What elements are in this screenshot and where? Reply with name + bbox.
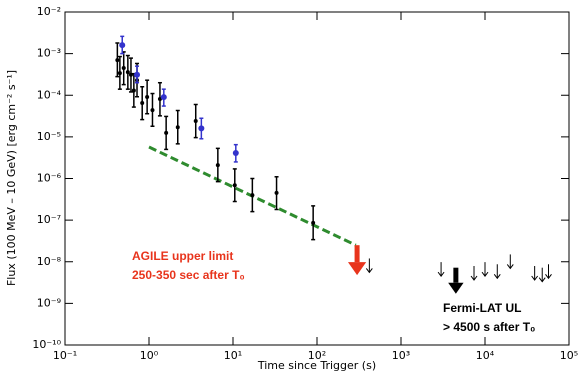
upper-limit (506, 254, 514, 270)
x-tick-label: 10⁰ (140, 349, 159, 362)
data-point (164, 130, 169, 135)
plot-frame (64, 11, 570, 346)
data-point (119, 42, 126, 49)
y-tick-label: 10⁻⁴ (37, 88, 62, 101)
agile-limit-head (347, 262, 367, 276)
upper-limit (531, 266, 539, 281)
y-tick-label: 10⁻⁶ (37, 172, 62, 185)
y-tick-label: 10⁻⁹ (37, 296, 61, 309)
x-tick-label: 10⁵ (560, 349, 578, 362)
y-tick-label: 10⁻⁵ (37, 130, 61, 143)
data-point (121, 66, 126, 71)
y-tick-label: 10⁻³ (37, 47, 61, 60)
y-tick-label: 10⁻² (37, 5, 61, 18)
y-axis-label: Flux (100 MeV – 10 GeV) [erg cm⁻² s⁻¹] (5, 70, 18, 286)
upper-limit (365, 258, 373, 274)
data-point (117, 71, 122, 76)
agile-annotation: AGILE upper limit (132, 249, 233, 263)
agile-annotation: 250-350 sec after T₀ (132, 268, 245, 282)
upper-limit (545, 264, 552, 280)
x-tick-label: 10⁴ (476, 349, 495, 362)
upper-limit-head (470, 275, 478, 281)
data-point (160, 94, 167, 101)
upper-limit-head (493, 273, 501, 280)
x-tick-label: 10³ (392, 349, 410, 362)
upper-limit (470, 266, 478, 281)
upper-limit-head (531, 275, 539, 281)
upper-limit (538, 267, 546, 283)
x-tick-label: 10⁻¹ (53, 349, 77, 362)
upper-limit-head (506, 264, 514, 270)
data-point (145, 94, 150, 99)
upper-limit-head (481, 271, 489, 277)
upper-limit-head (538, 277, 546, 283)
fermi-annotation: > 4500 s after T₀ (443, 320, 535, 334)
x-tick-label: 10¹ (224, 349, 242, 362)
data-point (140, 101, 145, 106)
y-tick-label: 10⁻⁷ (37, 213, 61, 226)
data-point (134, 71, 141, 78)
data-point (150, 108, 155, 113)
y-tick-label: 10⁻⁸ (37, 255, 62, 268)
data-point (232, 149, 239, 156)
upper-limit-head (365, 268, 373, 274)
data-point (274, 190, 279, 195)
agile-limit (347, 245, 367, 276)
data-point (175, 125, 180, 130)
data-point (131, 88, 136, 93)
data-point (115, 58, 120, 63)
data-point (125, 70, 130, 75)
fermi-limit (448, 267, 464, 294)
upper-limit-head (545, 273, 552, 280)
data-point (198, 125, 205, 132)
data-point (250, 193, 255, 198)
x-axis-label: Time since Trigger (s) (257, 359, 376, 372)
fermi-annotation: Fermi-LAT UL (443, 301, 521, 315)
data-point (311, 220, 316, 225)
upper-limit (493, 264, 501, 280)
data-point (193, 119, 198, 124)
data-point (215, 163, 220, 168)
upper-limit (437, 262, 445, 277)
data-point (232, 183, 237, 188)
x-tick-label: 10² (308, 349, 326, 362)
fermi-limit-head (448, 282, 464, 294)
upper-limit-head (437, 271, 445, 277)
y-tick-label: 10⁻¹⁰ (32, 338, 61, 351)
upper-limit (481, 262, 489, 277)
